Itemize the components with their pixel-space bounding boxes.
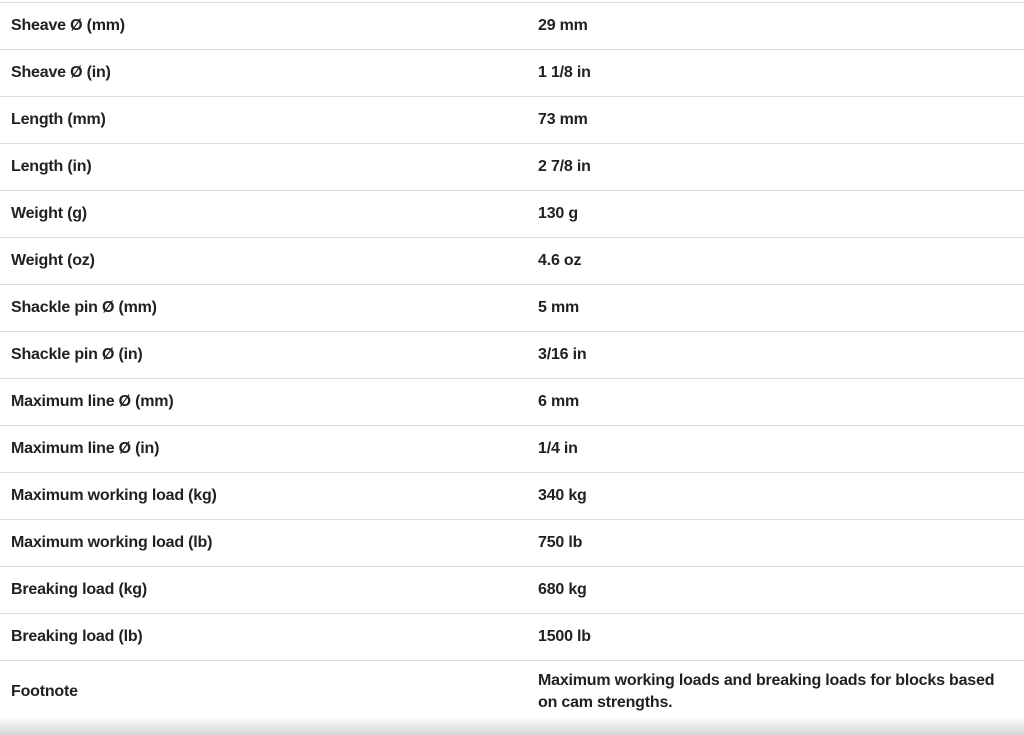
spec-value: 750 lb bbox=[538, 534, 583, 551]
spec-row: Weight (g) 130 g bbox=[0, 190, 1024, 237]
spec-value: 1/4 in bbox=[538, 440, 578, 457]
spec-value: 1 1/8 in bbox=[538, 64, 591, 81]
spec-row: Length (in) 2 7/8 in bbox=[0, 143, 1024, 190]
spec-value: 680 kg bbox=[538, 581, 587, 598]
spec-row: Maximum working load (kg) 340 kg bbox=[0, 472, 1024, 519]
spec-value: 5 mm bbox=[538, 299, 579, 316]
spec-row: Sheave Ø (mm) 29 mm bbox=[0, 2, 1024, 49]
spec-row: Breaking load (kg) 680 kg bbox=[0, 566, 1024, 613]
spec-label: Footnote bbox=[11, 683, 78, 700]
spec-row: Breaking load (lb) 1500 lb bbox=[0, 613, 1024, 660]
spec-label: Maximum line Ø (mm) bbox=[11, 393, 174, 410]
spec-label: Weight (g) bbox=[11, 205, 87, 222]
spec-row: Length (mm) 73 mm bbox=[0, 96, 1024, 143]
spec-label: Shackle pin Ø (mm) bbox=[11, 299, 157, 316]
spec-label: Length (in) bbox=[11, 158, 92, 175]
spec-value: Maximum working loads and breaking loads… bbox=[538, 672, 995, 711]
spec-label: Maximum working load (kg) bbox=[11, 487, 217, 504]
spec-row: Shackle pin Ø (in) 3/16 in bbox=[0, 331, 1024, 378]
spec-label: Maximum line Ø (in) bbox=[11, 440, 160, 457]
spec-value: 340 kg bbox=[538, 487, 587, 504]
spec-row: Footnote Maximum working loads and break… bbox=[0, 660, 1024, 723]
spec-value: 2 7/8 in bbox=[538, 158, 591, 175]
spec-value: 73 mm bbox=[538, 111, 588, 128]
spec-label: Length (mm) bbox=[11, 111, 106, 128]
spec-value: 130 g bbox=[538, 205, 578, 222]
spec-value: 3/16 in bbox=[538, 346, 587, 363]
spec-row: Maximum working load (lb) 750 lb bbox=[0, 519, 1024, 566]
spec-label: Sheave Ø (mm) bbox=[11, 17, 125, 34]
spec-value: 29 mm bbox=[538, 17, 588, 34]
spec-row: Shackle pin Ø (mm) 5 mm bbox=[0, 284, 1024, 331]
spec-row: Sheave Ø (in) 1 1/8 in bbox=[0, 49, 1024, 96]
spec-label: Breaking load (lb) bbox=[11, 628, 143, 645]
spec-label: Breaking load (kg) bbox=[11, 581, 147, 598]
spec-label: Weight (oz) bbox=[11, 252, 95, 269]
spec-value: 1500 lb bbox=[538, 628, 591, 645]
spec-row: Maximum line Ø (in) 1/4 in bbox=[0, 425, 1024, 472]
spec-value: 6 mm bbox=[538, 393, 579, 410]
spec-value: 4.6 oz bbox=[538, 252, 582, 269]
spec-row: Weight (oz) 4.6 oz bbox=[0, 237, 1024, 284]
spec-label: Shackle pin Ø (in) bbox=[11, 346, 143, 363]
spec-label: Sheave Ø (in) bbox=[11, 64, 111, 81]
spec-label: Maximum working load (lb) bbox=[11, 534, 213, 551]
spec-row: Maximum line Ø (mm) 6 mm bbox=[0, 378, 1024, 425]
